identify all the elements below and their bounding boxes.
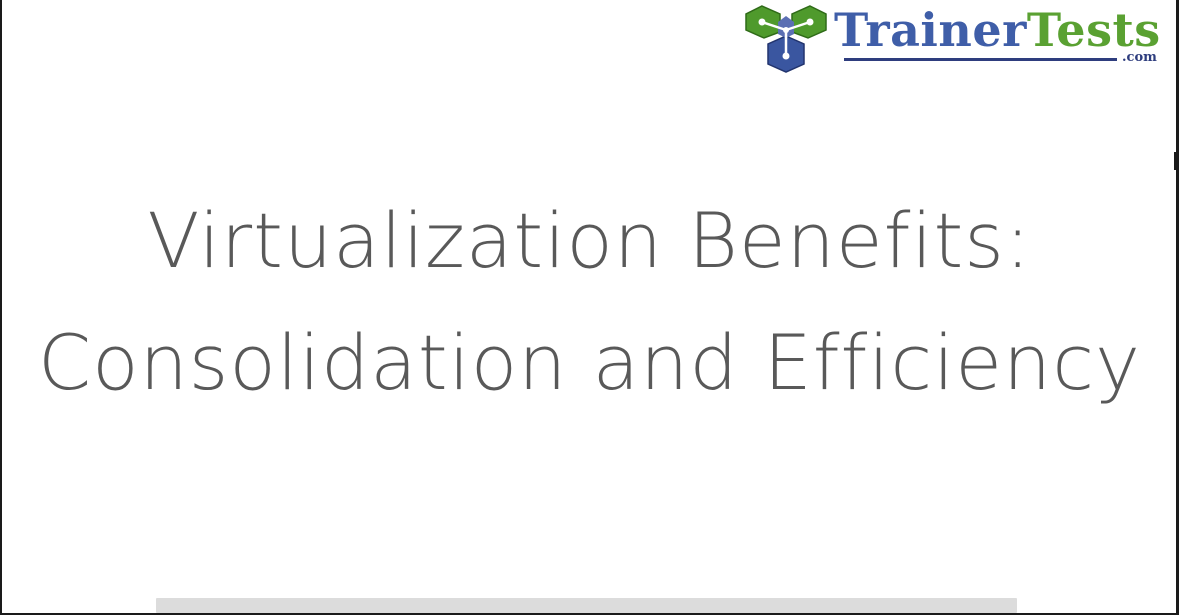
slide-title: Virtualization Benefits: Consolidation a… (0, 180, 1179, 424)
window-border-bottom (0, 613, 1179, 615)
slide-title-line-2: Consolidation and Efficiency (38, 318, 1141, 407)
logo-wordmark: TrainerTests (834, 4, 1161, 56)
window-edge-marker (1174, 152, 1179, 170)
window-border-left (0, 0, 2, 615)
horizontal-scrollbar[interactable] (156, 598, 1017, 613)
slide-title-line-1: Virtualization Benefits: (147, 196, 1032, 285)
logo-word-trainer: Trainer (834, 3, 1027, 57)
logo-word-tests: Tests (1026, 3, 1161, 57)
trainertests-logo-icon (745, 5, 827, 73)
logo-underline (844, 58, 1117, 61)
window-border-right (1176, 0, 1179, 615)
brand-logo: TrainerTests .com (742, 2, 1174, 74)
logo-domain: .com (1122, 50, 1157, 65)
